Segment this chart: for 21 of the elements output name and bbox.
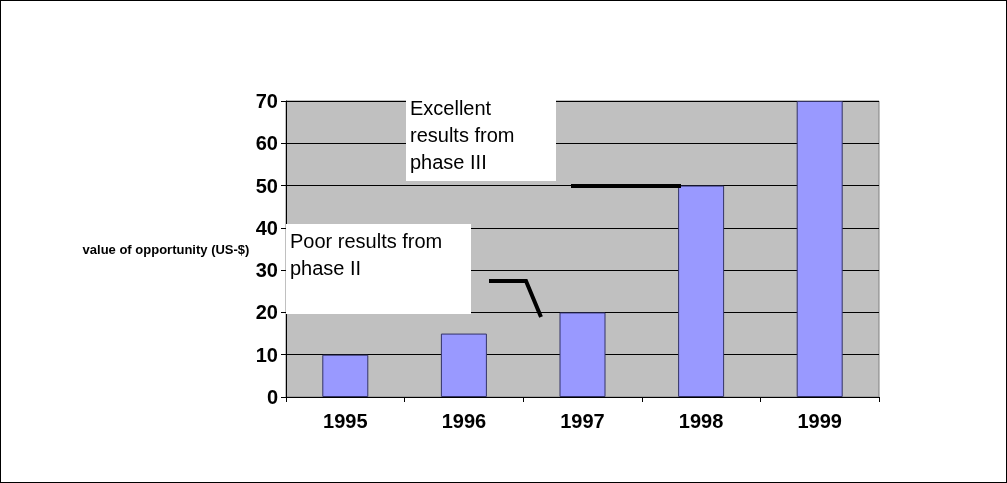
y-tick-label: 60 — [255, 132, 278, 155]
x-tick-label: 1995 — [323, 410, 368, 432]
bar — [796, 101, 843, 397]
y-tick-label: 30 — [255, 259, 278, 282]
annotation: Excellent results from phase III — [406, 91, 556, 181]
bar — [322, 354, 369, 397]
x-tick-label: 1997 — [560, 410, 605, 432]
bar — [678, 185, 725, 397]
annotation: Poor results from phase II — [286, 224, 471, 314]
bar — [440, 333, 487, 397]
x-tick-label: 1996 — [441, 410, 487, 432]
x-tick-label: 1999 — [797, 410, 842, 432]
y-tick-label: 0 — [266, 386, 278, 408]
bar — [559, 312, 606, 397]
y-tick-label: 70 — [255, 90, 278, 112]
x-tick-label: 1998 — [678, 410, 724, 432]
y-tick-label: 20 — [255, 301, 278, 324]
y-tick-label: 50 — [255, 174, 278, 197]
y-tick-label: 10 — [255, 343, 278, 366]
y-tick-label: 40 — [255, 216, 278, 239]
y-axis-title: value of opportunity (US-$) — [82, 241, 250, 257]
